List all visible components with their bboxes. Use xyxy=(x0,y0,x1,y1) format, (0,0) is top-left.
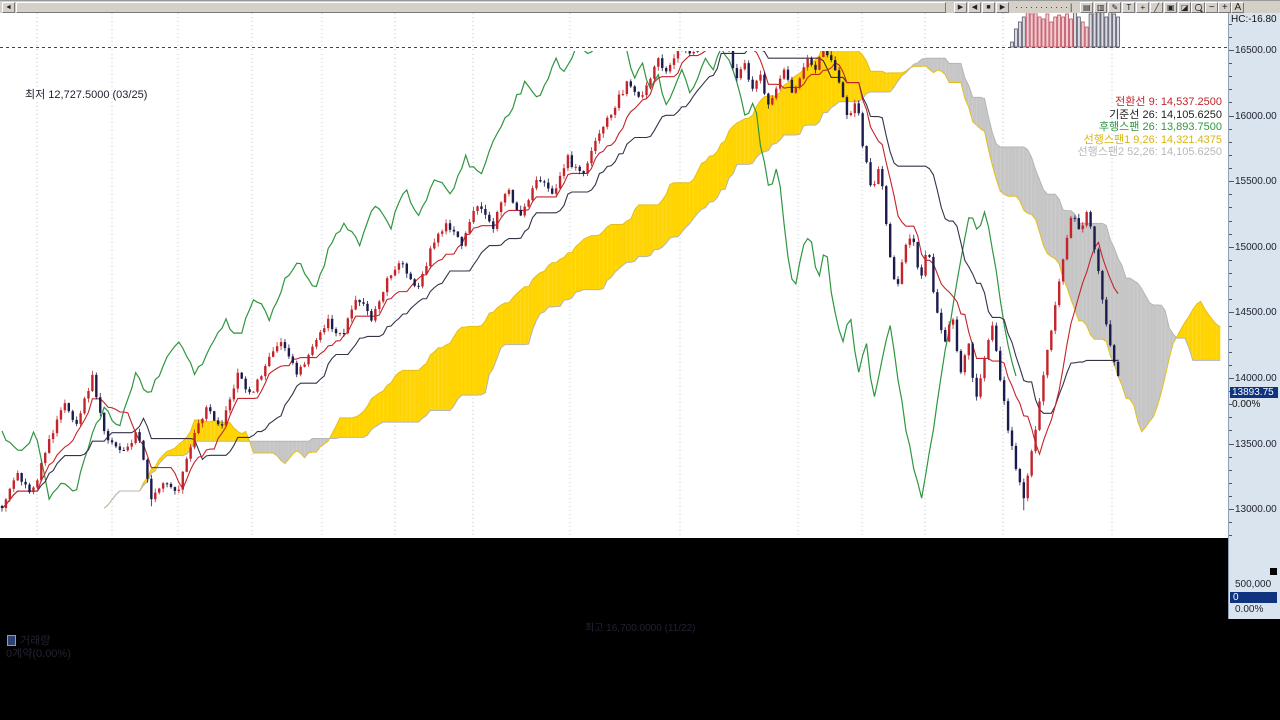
letterbox-bottom xyxy=(0,708,1280,720)
price-tick xyxy=(1229,522,1232,524)
legend-line-0: 전환선 9: 14,537.2500 xyxy=(1115,96,1222,108)
price-tick-label: 14000.00 xyxy=(1235,373,1277,384)
drawing-tool-icon-7[interactable]: ◪ xyxy=(1178,1,1192,13)
volume-chart[interactable] xyxy=(0,0,1228,52)
price-tick-label: 16500.00 xyxy=(1235,45,1277,56)
volume-pane-icon[interactable] xyxy=(7,634,16,646)
current-price-tag: 13893.75 xyxy=(1230,386,1278,398)
horizontal-scrollbar: ◄ ▶ ◀ ■ ▶ ···········| ▤ ▥ ✎ T + ╱ ▣ ◪ − + A xyxy=(0,0,1280,13)
lowest-price-annotation: 최저 12,727.5000 (03/25) xyxy=(25,89,148,101)
price-tick xyxy=(1229,496,1232,498)
price-tick xyxy=(1229,312,1234,314)
price-tick xyxy=(1229,430,1232,432)
price-tick-label: 13000.00 xyxy=(1235,504,1277,516)
price-tick-label: 16000.00 xyxy=(1235,110,1277,122)
price-tick xyxy=(1229,194,1232,196)
price-tick xyxy=(1229,351,1232,353)
price-tick xyxy=(1229,128,1232,130)
main-chart[interactable] xyxy=(0,0,1228,539)
zoom-search-icon[interactable] xyxy=(1191,1,1206,13)
volume-value: 0계약(0.00%) xyxy=(6,648,71,660)
ichimoku-lines xyxy=(1,14,1221,509)
volume-pct: 0.00% xyxy=(1235,604,1264,615)
zoom-slider[interactable]: ···········| xyxy=(1015,2,1075,12)
price-tick xyxy=(1229,404,1232,406)
scrollbar-thumb[interactable] xyxy=(16,1,946,13)
drawing-tool-icon-2[interactable]: ✎ xyxy=(1108,1,1122,13)
price-tick xyxy=(1229,509,1234,511)
price-tick xyxy=(1229,417,1232,419)
auto-scale-button[interactable]: A xyxy=(1231,1,1245,13)
drawing-tool-icon-5[interactable]: ╱ xyxy=(1150,1,1164,13)
price-axis[interactable]: LC:9.16 HC:-16.80 16500.0016000.0015500.… xyxy=(1228,0,1280,619)
legend-line-4: 선행스팬2 52,26: 14,105.6250 xyxy=(1077,146,1222,159)
price-tick xyxy=(1229,469,1232,471)
price-tick xyxy=(1229,207,1232,209)
price-tick xyxy=(1229,141,1232,143)
price-tick xyxy=(1229,154,1232,156)
hc-value: HC:-16.80 xyxy=(1231,14,1277,25)
drawing-tool-icon-1[interactable]: ▥ xyxy=(1094,1,1108,13)
drawing-tool-icon-3[interactable]: T xyxy=(1122,1,1136,13)
volume-bars xyxy=(1010,3,1121,48)
volume-current: 0 xyxy=(1230,592,1277,603)
pane-resize-handle[interactable] xyxy=(1270,568,1277,575)
price-tick xyxy=(1229,535,1232,537)
playback-controls: ▶ ◀ ■ ▶ xyxy=(954,1,1009,13)
volume-title: 거래량 xyxy=(4,632,50,648)
price-tick xyxy=(1229,23,1232,25)
playback-icon-0[interactable]: ▶ xyxy=(954,1,967,13)
highest-price-annotation: 최고 16,700.0000 (11/22) xyxy=(585,623,696,634)
price-tick-label: 15000.00 xyxy=(1235,241,1277,253)
price-tick xyxy=(1229,364,1232,366)
price-tick xyxy=(1229,378,1234,379)
price-tick xyxy=(1229,115,1234,117)
ichimoku-cloud xyxy=(104,41,1221,509)
playback-icon-1[interactable]: ◀ xyxy=(968,1,981,13)
price-tick-label: 15500.00 xyxy=(1235,176,1277,188)
price-tick xyxy=(1229,246,1234,248)
legend-line-2: 후행스팬 26: 13,893.7500 xyxy=(1098,121,1222,134)
price-tick xyxy=(1229,168,1232,170)
zoom-out-icon[interactable]: − xyxy=(1205,1,1219,13)
price-tick xyxy=(1229,338,1232,340)
price-tick xyxy=(1229,102,1232,104)
price-tick-label: 14500.00 xyxy=(1235,307,1277,319)
price-tick xyxy=(1229,36,1232,38)
price-tick xyxy=(1229,299,1232,301)
zoom-in-icon[interactable]: + xyxy=(1218,1,1232,13)
drawing-tool-icon-4[interactable]: + xyxy=(1136,1,1150,13)
price-tick-label: 13500.00 xyxy=(1235,438,1277,450)
drawing-tool-icon-0[interactable]: ▤ xyxy=(1080,1,1094,13)
price-tick xyxy=(1229,89,1232,91)
legend-line-1: 기준선 26: 14,105.6250 xyxy=(1109,108,1222,121)
drawing-tools: ▤ ▥ ✎ T + ╱ ▣ ◪ xyxy=(1080,1,1192,13)
price-tick xyxy=(1229,233,1232,235)
price-tick xyxy=(1229,181,1234,183)
price-tick xyxy=(1229,76,1232,78)
price-tick xyxy=(1229,286,1232,288)
drawing-tool-icon-6[interactable]: ▣ xyxy=(1164,1,1178,13)
current-price-pct: 0.00% xyxy=(1232,398,1261,410)
price-tick xyxy=(1229,220,1232,222)
legend-line-3: 선행스팬1 9,26: 14,321.4375 xyxy=(1083,133,1222,146)
price-tick xyxy=(1229,482,1232,484)
playback-icon-3[interactable]: ▶ xyxy=(996,1,1009,13)
volume-title-label: 거래량 xyxy=(20,635,51,647)
price-tick xyxy=(1229,273,1232,275)
volume-axis-max: 500,000 xyxy=(1235,579,1272,590)
price-tick xyxy=(1229,456,1232,458)
price-tick xyxy=(1229,63,1232,65)
price-tick xyxy=(1229,259,1232,261)
ichimoku-legend: 전환선 9: 14,537.2500 기준선 26: 14,105.6250 후행스… xyxy=(1078,96,1222,159)
price-tick xyxy=(1229,50,1234,51)
price-tick xyxy=(1229,325,1232,327)
playback-icon-2[interactable]: ■ xyxy=(982,1,995,13)
scroll-left-icon[interactable]: ◄ xyxy=(2,1,15,13)
candles xyxy=(0,7,1120,512)
price-tick xyxy=(1229,443,1234,445)
